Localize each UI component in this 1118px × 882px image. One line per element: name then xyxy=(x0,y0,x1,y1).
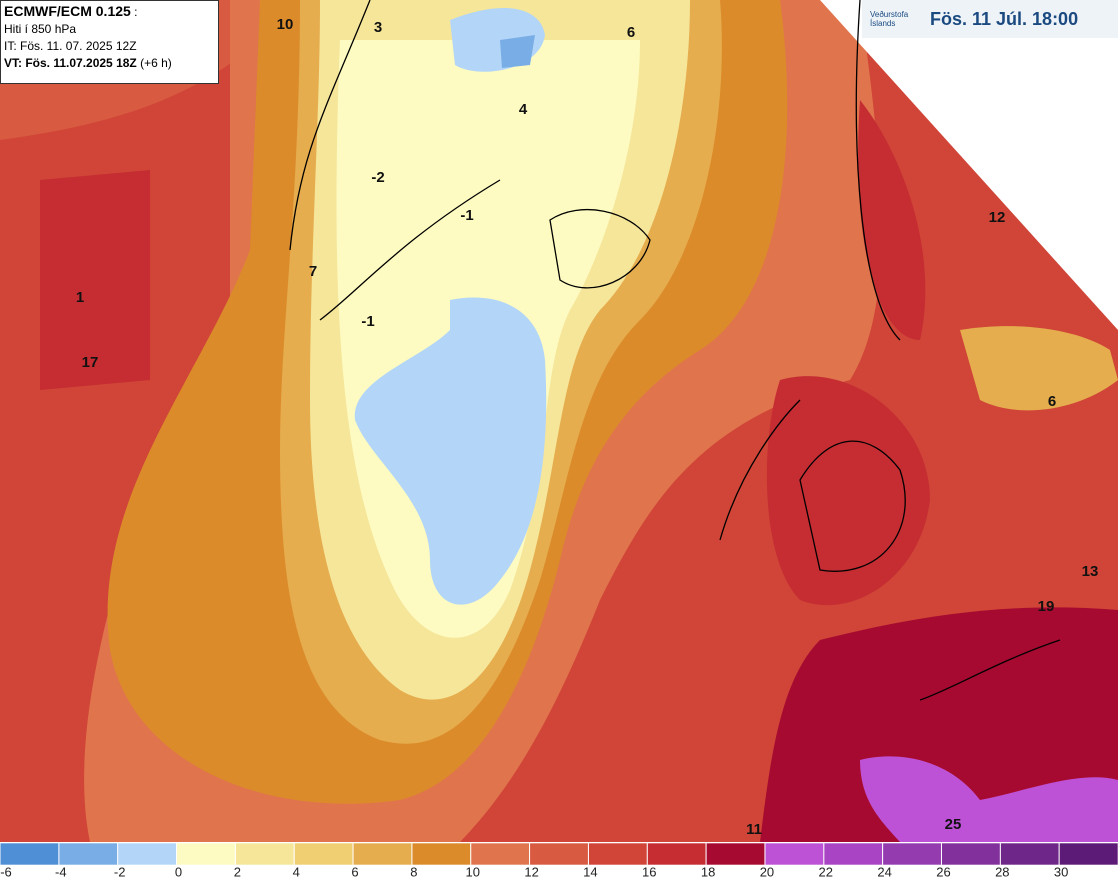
valid-label: Fös. 11 Júl. 18:00 xyxy=(930,8,1079,29)
field-region xyxy=(960,326,1118,411)
org-name: Veðurstofa Íslands xyxy=(870,10,930,28)
contour-label: 10 xyxy=(277,16,294,33)
field-name: Hiti í 850 hPa xyxy=(4,22,77,36)
field-region xyxy=(858,100,926,340)
colorbar-bin xyxy=(705,842,766,866)
colorbar-tick-label: 6 xyxy=(351,864,358,879)
coastline xyxy=(289,0,1061,701)
colorbar-bin xyxy=(470,842,530,866)
model-name: ECMWF/ECM 0.125 xyxy=(4,3,131,19)
contour-label: 7 xyxy=(309,263,317,280)
colorbar-bin xyxy=(588,842,648,866)
contour-label: 25 xyxy=(945,816,962,833)
colorbar-bin xyxy=(411,842,472,866)
colorbar-tick-label: 8 xyxy=(410,864,417,879)
colorbar-bin xyxy=(1058,842,1118,866)
contour-label: 12 xyxy=(989,209,1006,226)
colorbar-bin xyxy=(352,842,413,866)
colorbar-bin xyxy=(235,842,295,866)
contour-label: 3 xyxy=(374,19,382,36)
contour-label: 6 xyxy=(627,24,635,41)
colorbar-tick-label: 30 xyxy=(1054,864,1068,879)
colorbar-tick-label: 4 xyxy=(293,864,300,879)
logo-box: Veðurstofa Íslands Fös. 11 Júl. 18:00 xyxy=(862,0,1118,38)
contour-label: -2 xyxy=(371,169,384,186)
colorbar-tick-label: 10 xyxy=(466,864,480,879)
colorbar-bin xyxy=(176,842,236,866)
field-region xyxy=(860,756,1118,842)
colorbar-tick-label: 12 xyxy=(524,864,538,879)
contour-label: 1 xyxy=(76,289,84,306)
colorbar-bin xyxy=(823,842,883,866)
colorbar-bin xyxy=(0,842,60,866)
colorbar-bin xyxy=(1000,842,1060,866)
colorbar-tick-label: 0 xyxy=(175,864,182,879)
contour-label: 13 xyxy=(1082,563,1099,580)
field-region xyxy=(500,35,535,68)
colorbar-tick-label: 22 xyxy=(819,864,833,879)
contour-label: 4 xyxy=(519,101,528,118)
lead-time: (+6 h) xyxy=(140,56,172,70)
colorbar-bin xyxy=(117,842,177,866)
colorbar-bin xyxy=(941,842,1001,866)
contour-label: 11 xyxy=(746,821,762,838)
field-region xyxy=(40,170,150,390)
colorbar-tick-label: 16 xyxy=(642,864,656,879)
colorbar-tick-label: -2 xyxy=(114,864,126,879)
colorbar-bin xyxy=(882,842,942,866)
colorbar-bin xyxy=(646,842,707,866)
colorbar-tick-label: -4 xyxy=(55,864,67,879)
valid-time: VT: Fös. 11.07.2025 18Z xyxy=(4,56,137,70)
colorbar-tick-label: 14 xyxy=(583,864,597,879)
colorbar-bin xyxy=(293,842,354,866)
colorbar-tick-label: 18 xyxy=(701,864,715,879)
field-region xyxy=(354,297,547,605)
colorbar-tick-label: 24 xyxy=(877,864,891,879)
contour-label: 17 xyxy=(82,354,99,371)
contour-label: -1 xyxy=(361,313,374,330)
colorbar-bin xyxy=(58,842,118,866)
colorbar-bin xyxy=(764,842,825,866)
init-time: IT: Fös. 11. 07. 2025 12Z xyxy=(4,39,137,53)
org-line: Íslands xyxy=(870,19,896,28)
colorbar-tick-label: 2 xyxy=(234,864,241,879)
colorbar-tick-label: 20 xyxy=(760,864,774,879)
colorbar-tick-label: 28 xyxy=(995,864,1009,879)
field-region xyxy=(760,607,1118,842)
org-line: Veðurstofa xyxy=(870,10,909,19)
no-data-area xyxy=(820,0,1118,330)
colorbar-tick-label: -6 xyxy=(0,864,12,879)
colorbar-tick-label: 26 xyxy=(936,864,950,879)
colorbar-bin xyxy=(529,842,589,866)
model-suffix: : xyxy=(134,5,138,19)
info-box: ECMWF/ECM 0.125 : Hiti í 850 hPa IT: Fös… xyxy=(0,0,219,84)
contour-label: -1 xyxy=(460,207,473,224)
contour-label: 19 xyxy=(1038,598,1055,615)
contour-label: 6 xyxy=(1048,393,1056,410)
